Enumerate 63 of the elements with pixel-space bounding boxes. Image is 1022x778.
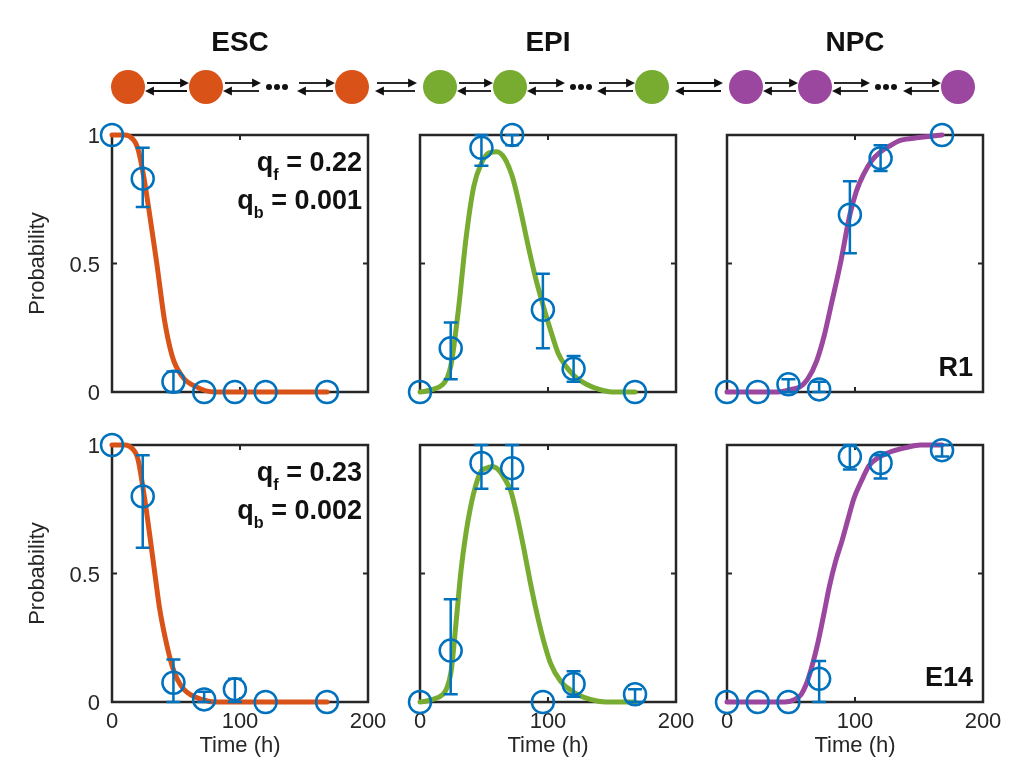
chart-title: NPC (825, 26, 885, 57)
point (622, 379, 648, 405)
point (806, 377, 832, 402)
point (438, 336, 463, 361)
point (776, 689, 801, 715)
x-tick-label: 200 (349, 708, 387, 733)
y-tick-label: 0 (87, 690, 100, 715)
x-tick-label: 200 (964, 708, 1002, 733)
x-axis-title: Time (h) (507, 732, 589, 757)
annotation: q$_{f}$ = 0.23 (256, 457, 362, 493)
point (469, 450, 494, 476)
point (407, 689, 433, 715)
point (499, 455, 525, 481)
annotation: q$_{f}$ = 0.22 (256, 147, 362, 183)
x-tick-label: 100 (529, 708, 567, 733)
point (530, 297, 556, 323)
x-axis-title: Time (h) (814, 732, 896, 757)
point (499, 122, 525, 148)
point (191, 379, 217, 405)
point (745, 689, 770, 715)
point (530, 689, 556, 715)
point (776, 372, 801, 397)
point (407, 379, 433, 405)
point (253, 379, 278, 405)
point (253, 689, 278, 715)
y-tick-label: 1 (87, 433, 100, 458)
point (222, 379, 248, 405)
point (99, 432, 125, 458)
chart-title: EPI (525, 26, 571, 57)
point (438, 638, 463, 663)
point (622, 682, 648, 707)
x-tick-label: 100 (221, 708, 259, 733)
chart-title: ESC (211, 26, 269, 57)
point (745, 379, 770, 405)
point (191, 687, 217, 712)
y-tick-label: 0 (87, 380, 100, 405)
x-tick-label: 100 (836, 708, 874, 733)
point (161, 670, 186, 695)
point (314, 689, 340, 715)
y-tick-label: 1 (87, 123, 100, 148)
x-tick-label: 0 (105, 708, 119, 733)
annotation: q$_{b}$ = 0.001 (237, 185, 362, 221)
y-tick-label: 0.5 (69, 251, 100, 277)
point (99, 122, 125, 148)
y-tick-label: 0.5 (69, 561, 100, 587)
annotation: E14 (924, 662, 973, 692)
point (714, 689, 740, 715)
annotation: R1 (938, 352, 973, 382)
x-axis-title: Time (h) (199, 732, 281, 757)
x-tick-label: 200 (657, 708, 695, 733)
point (837, 202, 863, 227)
point (714, 379, 740, 405)
point (929, 437, 955, 463)
point (314, 379, 340, 405)
point (469, 135, 494, 161)
y-axis-title: Probability (24, 212, 49, 315)
point (837, 444, 863, 469)
point (929, 122, 955, 148)
point (130, 166, 155, 191)
y-axis-title: Probability (24, 522, 49, 625)
point (806, 666, 832, 692)
annotation: q$_{b}$ = 0.002 (237, 495, 362, 531)
point (130, 484, 155, 509)
